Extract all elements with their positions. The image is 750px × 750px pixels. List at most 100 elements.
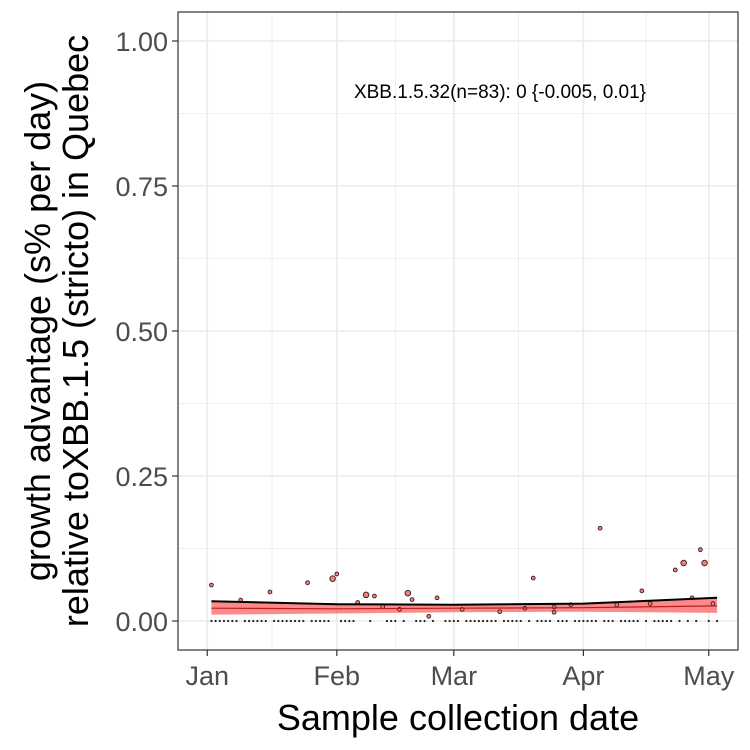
confidence-ribbon-layer [211, 597, 718, 615]
zero-data-point [298, 619, 301, 623]
zero-data-point [573, 619, 577, 623]
zero-data-point [515, 619, 518, 623]
y-axis-title-line-2: relative toXBB.1.5 (stricto) in Quebec [55, 35, 96, 627]
zero-data-point [636, 619, 639, 623]
zero-data-point [302, 619, 305, 623]
zero-data-point [402, 619, 405, 623]
x-tick-label: May [683, 661, 735, 691]
zero-data-point [586, 619, 589, 623]
zero-data-point [548, 619, 552, 623]
zero-data-point [448, 619, 451, 623]
y-tick-label: 0.00 [115, 607, 168, 637]
zero-data-point [318, 619, 322, 623]
zero-data-point [657, 619, 660, 623]
zero-data-point [590, 619, 593, 623]
y-tick-label: 1.00 [115, 27, 168, 57]
zero-data-point [222, 619, 226, 623]
zero-data-point [507, 619, 510, 623]
zero-data-point [323, 619, 326, 623]
data-point [404, 589, 412, 597]
zero-data-point [511, 619, 514, 623]
data-point [710, 601, 716, 606]
zero-data-point [644, 619, 648, 623]
zero-data-point [578, 619, 581, 623]
data-point [530, 575, 536, 581]
zero-data-point [527, 619, 531, 623]
x-axis-title: Sample collection date [277, 697, 639, 738]
zero-data-point [419, 619, 422, 623]
zero-data-point [339, 619, 343, 623]
data-point [701, 559, 708, 567]
zero-data-point [486, 619, 489, 623]
zero-data-point [252, 619, 255, 623]
zero-data-point [632, 619, 635, 623]
data-point [329, 575, 336, 582]
fit-upper-line [211, 596, 718, 606]
zero-data-point [277, 619, 280, 623]
zero-data-point [716, 619, 719, 623]
zero-data-point [561, 619, 564, 623]
zero-data-point [686, 619, 689, 623]
zero-data-point [452, 619, 455, 623]
data-point [409, 597, 415, 602]
zero-data-point [611, 619, 614, 623]
x-tick-label: Mar [431, 661, 478, 691]
zero-data-point [327, 619, 330, 623]
zero-data-point [544, 619, 547, 623]
zero-data-point [285, 619, 288, 623]
zero-data-point [603, 619, 606, 623]
zero-data-point [670, 619, 673, 623]
zero-data-point [557, 619, 560, 623]
y-tick-label: 0.50 [115, 317, 168, 347]
zero-data-point [477, 619, 480, 623]
zero-data-point [293, 619, 297, 623]
confidence-ribbon [211, 597, 718, 615]
zero-data-point [494, 619, 497, 623]
zero-data-point [310, 619, 313, 623]
zero-data-point [582, 619, 585, 623]
zero-data-point [678, 619, 681, 623]
zero-data-point [619, 619, 623, 623]
data-point [597, 525, 603, 531]
zero-data-point [231, 619, 234, 623]
zero-data-point [214, 619, 217, 623]
zero-data-point [624, 619, 627, 623]
data-point [372, 593, 377, 599]
zero-data-point [473, 619, 476, 623]
fit-center-line [211, 605, 718, 610]
zero-data-point [210, 619, 213, 623]
zero-data-point [273, 619, 276, 623]
data-point [426, 614, 432, 619]
zero-data-point [456, 619, 460, 623]
zero-data-point [695, 619, 698, 623]
zero-data-point [264, 619, 267, 623]
data-point [305, 580, 310, 586]
data-point [639, 588, 645, 594]
zero-data-point [227, 619, 230, 623]
zero-data-point [369, 619, 372, 623]
zero-data-point [281, 619, 284, 623]
zero-data-point [628, 619, 631, 623]
zero-data-point [519, 619, 522, 623]
zero-data-point [289, 619, 292, 623]
zero-data-point [465, 619, 468, 623]
zero-data-point [594, 619, 598, 623]
zero-data-point [235, 619, 238, 623]
zero-data-point [707, 619, 710, 623]
zero-data-point [415, 619, 418, 623]
zero-data-point [490, 619, 493, 623]
fit-line-layer [211, 596, 718, 610]
zero-data-point [394, 619, 397, 623]
axes-layer: 0.00 0.25 0.50 0.75 1.00 Jan Feb Mar Apr May [115, 27, 734, 691]
zero-data-point [352, 619, 355, 623]
y-tick-label: 0.75 [115, 172, 168, 202]
zero-data-point [469, 619, 472, 623]
data-point [334, 571, 340, 577]
data-point [267, 589, 273, 595]
zero-data-point [348, 619, 351, 623]
zero-data-point [444, 619, 447, 623]
data-point [614, 602, 620, 608]
zero-data-point [502, 619, 506, 623]
zero-data-point [423, 619, 426, 623]
